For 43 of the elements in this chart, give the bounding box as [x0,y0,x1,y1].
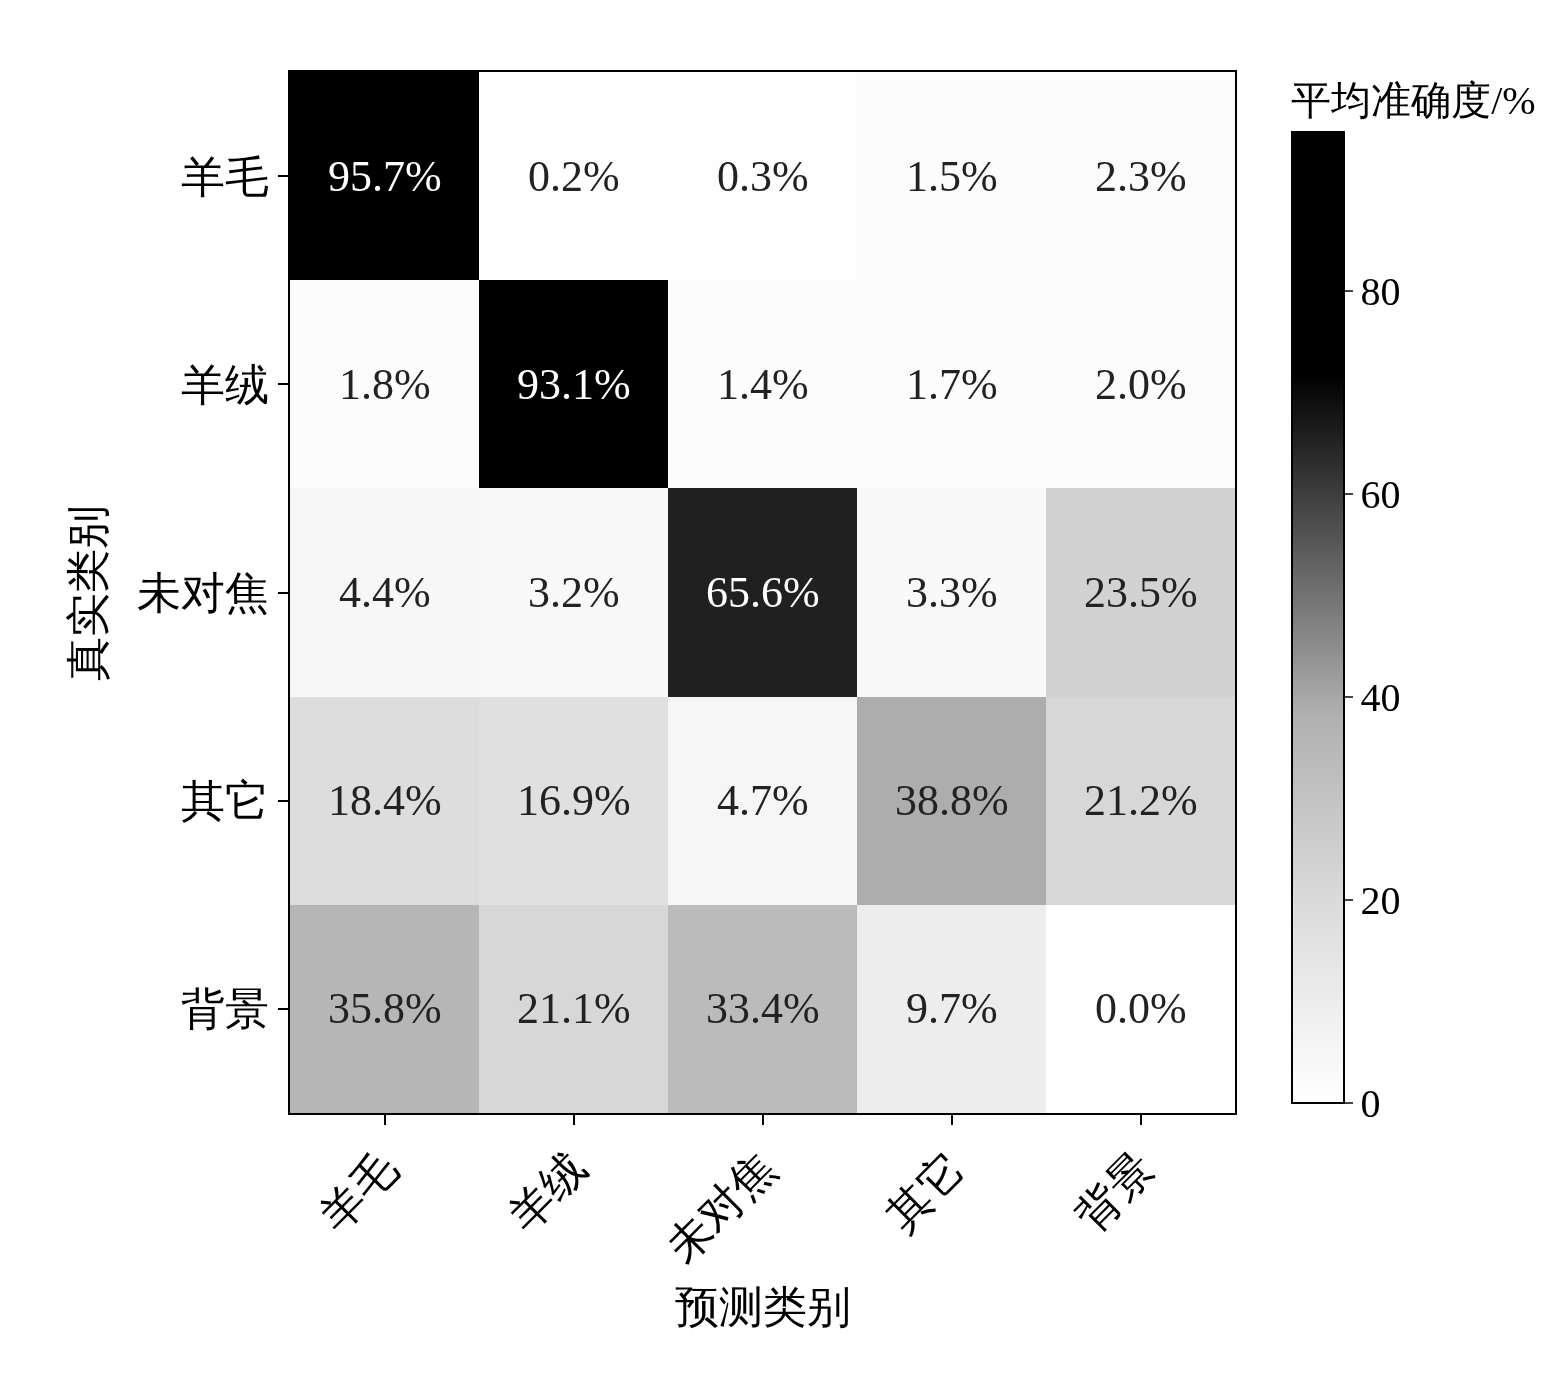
y-tick-label: 羊毛 [181,152,270,202]
data-label: 0.2% [528,152,620,201]
data-label: 4.4% [339,568,431,617]
data-label: 0.0% [1095,984,1187,1033]
y-tick-label: 其它 [181,777,270,827]
data-label: 23.5% [1084,568,1198,617]
data-label: 1.7% [906,360,998,409]
data-label: 33.4% [706,984,820,1033]
data-label: 38.8% [895,776,1009,825]
data-label: 3.2% [528,568,620,617]
color-bar-label: 60 [1360,472,1401,518]
data-label: 21.1% [517,984,631,1033]
y-tick-label: 羊绒 [181,360,270,410]
data-label: 18.4% [328,776,442,825]
color-bar-label: 80 [1360,269,1401,315]
data-label: 1.5% [906,152,998,201]
x-tick-label: 羊毛 [310,1143,408,1241]
x-tick-label: 其它 [877,1143,975,1241]
data-label: 65.6% [706,568,820,617]
x-axis-title: 预测类别 [674,1282,851,1332]
color-bar-label: 0 [1360,1081,1381,1126]
data-label: 2.0% [1095,360,1187,409]
color-bar-title: 平均准确度/% [1291,78,1536,123]
data-label: 2.3% [1095,152,1187,201]
color-bar-label: 40 [1360,675,1401,721]
data-label: 1.8% [339,360,431,409]
data-label: 3.3% [906,568,998,617]
x-tick-label: 羊绒 [499,1143,597,1241]
color-bar-label: 20 [1360,878,1401,924]
data-label: 93.1% [517,360,631,409]
data-label: 21.2% [1084,776,1198,825]
data-label: 9.7% [906,984,998,1033]
data-label: 0.3% [717,152,809,201]
x-tick-label: 背景 [1066,1143,1164,1241]
x-tick-label: 未对焦 [657,1143,786,1272]
data-label: 1.4% [717,360,809,409]
data-label: 4.7% [717,776,809,825]
y-tick-label: 未对焦 [137,568,270,618]
data-label: 35.8% [328,984,442,1033]
y-tick-label: 背景 [181,985,270,1035]
y-axis-title: 真实类别 [63,504,113,681]
data-label: 16.9% [517,776,631,825]
data-label: 95.7% [328,152,442,201]
